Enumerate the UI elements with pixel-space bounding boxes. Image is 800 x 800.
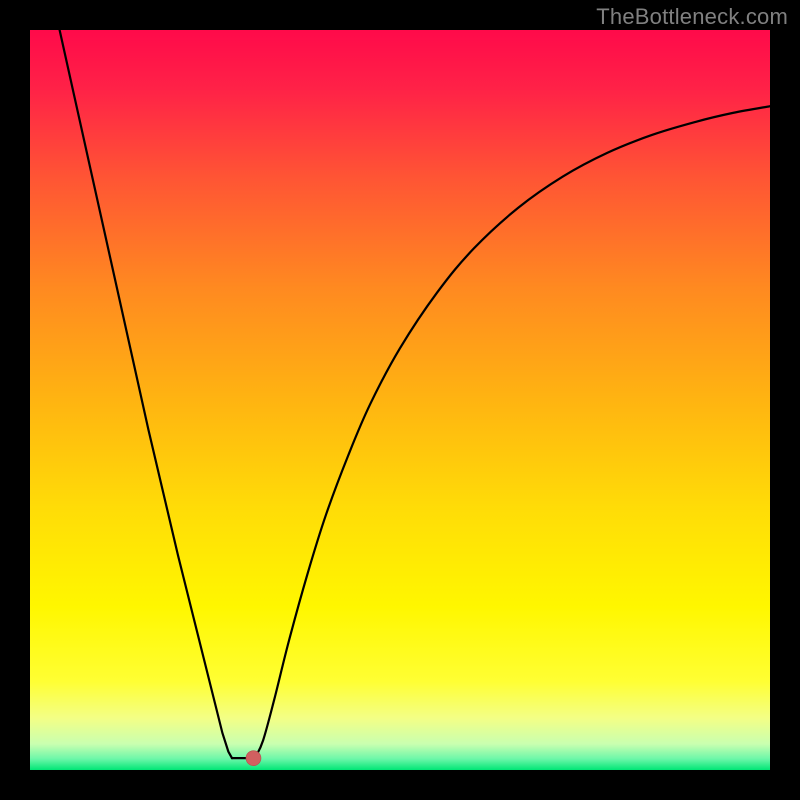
optimum-marker	[246, 751, 261, 766]
chart-frame: TheBottleneck.com	[0, 0, 800, 800]
watermark-text: TheBottleneck.com	[596, 4, 788, 30]
plot-area	[30, 30, 770, 770]
bottleneck-curve-chart	[30, 30, 770, 770]
